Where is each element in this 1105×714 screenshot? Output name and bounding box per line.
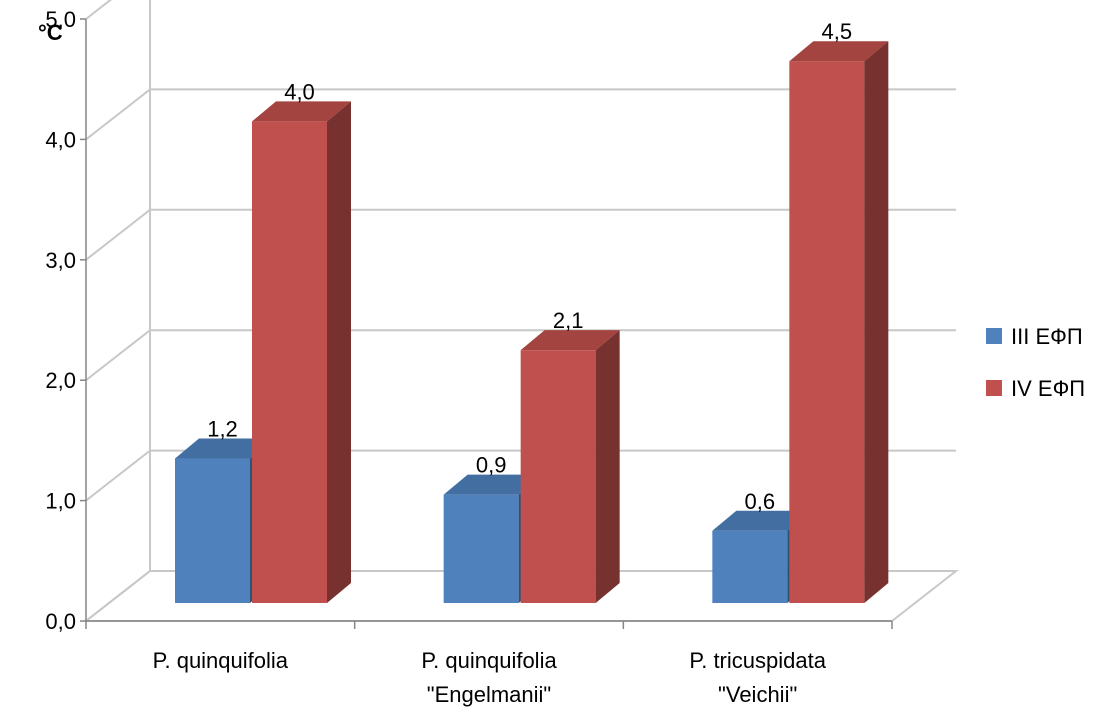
bar-front [520, 350, 596, 603]
data-label: 4,0 [284, 79, 315, 104]
y-tick-label: 0,0 [45, 609, 76, 634]
bar-front [712, 530, 788, 603]
category-label: P. quinquifolia [153, 648, 289, 673]
data-label: 4,5 [822, 19, 853, 44]
y-tick-label: 3,0 [45, 248, 76, 273]
category-labels: P. quinquifolia P. quinquifolia "Engelmani… [153, 648, 827, 707]
bar [520, 330, 620, 603]
data-label: 1,2 [207, 417, 238, 442]
bar-front [252, 121, 327, 604]
y-unit-label: °C [38, 20, 63, 45]
bar-top [175, 438, 274, 459]
legend: III ЕФП IV ЕФП [986, 324, 1085, 401]
gridline [85, 449, 956, 502]
data-labels: 1,2 4,0 0,9 2,1 0,6 4,5 [207, 19, 852, 514]
gridline [85, 0, 112, 20]
gridline [85, 329, 956, 381]
category-label: "Veichii" [718, 682, 797, 707]
bar-top [443, 474, 543, 495]
y-tick-label: 5,0 [45, 7, 76, 32]
bar-front [443, 494, 519, 603]
side-wall [85, 0, 151, 622]
y-tick-label: 1,0 [45, 489, 76, 514]
legend-swatch [986, 380, 1002, 396]
y-tick-label: 4,0 [45, 127, 76, 152]
bar-top [789, 41, 889, 62]
gridline [85, 88, 956, 141]
category-label: P. quinquifolia [421, 648, 557, 673]
bar [789, 41, 889, 603]
bar-side [327, 101, 351, 604]
data-label: 2,1 [553, 308, 584, 333]
bar-top [520, 330, 620, 351]
bar [252, 101, 351, 604]
axes [80, 18, 893, 629]
bar-front [789, 61, 865, 603]
bars [175, 41, 889, 604]
bar-front [175, 458, 250, 603]
legend-swatch [986, 328, 1002, 344]
legend-label: III ЕФП [1011, 324, 1083, 349]
category-label: P. tricuspidata [689, 648, 826, 673]
gridlines [85, 0, 956, 502]
data-label: 0,6 [745, 489, 776, 514]
data-label: 0,9 [476, 453, 507, 478]
y-tick-label: 2,0 [45, 368, 76, 393]
category-label: "Engelmanii" [427, 682, 551, 707]
bar-top [712, 510, 812, 531]
gridline [85, 208, 956, 261]
bar-top [252, 101, 351, 122]
y-tick-labels: 0,0 1,0 2,0 3,0 4,0 5,0 [45, 7, 76, 634]
legend-label: IV ЕФП [1011, 376, 1085, 401]
bar-side [864, 41, 889, 603]
bar-side [595, 330, 620, 603]
